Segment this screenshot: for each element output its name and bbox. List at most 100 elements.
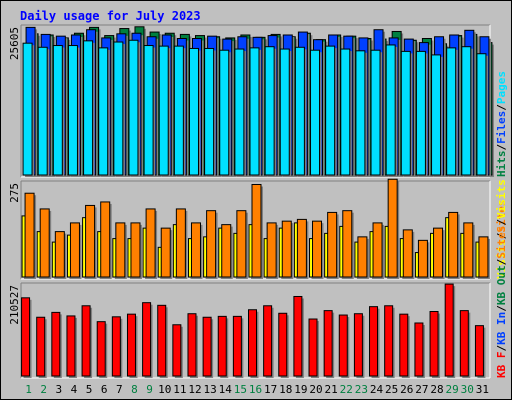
- x-tick-label: 9: [146, 383, 153, 396]
- bar-kb-f-day-6: [96, 321, 106, 377]
- bar-sites-day-14: [221, 224, 232, 278]
- bar-sites-day-15: [236, 210, 247, 278]
- x-tick-label: 13: [203, 383, 216, 396]
- bar-pages-day-10: [158, 45, 169, 176]
- x-tick-label: 21: [325, 383, 338, 396]
- bar-kb-f-day-7: [111, 316, 121, 377]
- legend-entry: Sites: [495, 226, 508, 259]
- bar-pages-day-1: [22, 42, 33, 176]
- panel-legend: Visits/Sites: [495, 200, 508, 280]
- bar-kb-f-day-3: [51, 311, 61, 377]
- bar-sites-day-8: [130, 222, 141, 278]
- x-tick-label: 30: [461, 383, 474, 396]
- panel-legend: Hits/Files/Pages: [495, 71, 508, 177]
- bar-pages-day-16: [249, 47, 260, 176]
- bar-pages-day-21: [325, 45, 336, 176]
- bar-pages-day-7: [113, 41, 124, 176]
- x-tick-label: 20: [309, 383, 322, 396]
- bar-kb-f-day-10: [157, 304, 167, 377]
- legend-entry: Hits: [495, 151, 508, 178]
- bar-sites-day-1: [24, 192, 35, 278]
- bar-sites-day-20: [312, 220, 323, 278]
- bar-pages-day-20: [310, 49, 321, 176]
- bar-pages-day-18: [279, 48, 290, 176]
- x-tick-label: 3: [56, 383, 63, 396]
- bar-pages-day-19: [294, 46, 305, 176]
- bar-pages-day-31: [476, 53, 487, 176]
- bar-sites-day-5: [85, 204, 96, 278]
- x-tick-label: 10: [158, 383, 171, 396]
- bar-kb-f-day-9: [142, 302, 152, 377]
- bar-kb-f-day-19: [293, 295, 303, 377]
- bar-pages-day-15: [234, 48, 245, 176]
- bar-sites-day-12: [190, 222, 201, 278]
- panel-legend: KB F/KB In/KB Out/Sites/Visits: [495, 179, 508, 378]
- x-tick-label: 1: [25, 383, 32, 396]
- bar-kb-f-day-18: [278, 312, 288, 377]
- x-tick-label: 15: [234, 383, 247, 396]
- bar-kb-f-day-24: [369, 306, 379, 377]
- legend-entry: KB F: [495, 352, 508, 379]
- bar-pages-day-13: [204, 47, 215, 176]
- bar-sites-day-9: [145, 208, 156, 278]
- bar-pages-day-22: [340, 48, 351, 176]
- bar-sites-day-17: [266, 222, 277, 278]
- bar-kb-f-day-26: [399, 313, 409, 377]
- x-tick-label: 14: [219, 383, 233, 396]
- bar-kb-f-day-14: [217, 315, 227, 377]
- bar-kb-f-day-15: [232, 315, 242, 377]
- x-tick-label: 5: [86, 383, 93, 396]
- bar-sites-day-16: [251, 183, 262, 278]
- bar-sites-day-30: [463, 222, 474, 278]
- bar-kb-f-day-29: [444, 283, 454, 377]
- legend-entry: Visits: [495, 179, 508, 219]
- legend-entry: Visits: [495, 239, 508, 279]
- bar-kb-f-day-2: [36, 316, 46, 377]
- x-tick-label: 17: [264, 383, 277, 396]
- x-tick-label: 8: [131, 383, 138, 396]
- bar-kb-f-day-1: [21, 297, 31, 377]
- bar-kb-f-day-11: [172, 324, 182, 377]
- bar-pages-day-12: [188, 47, 199, 176]
- bar-pages-day-8: [128, 39, 139, 176]
- bar-kb-f-day-17: [263, 305, 273, 377]
- bar-sites-day-27: [417, 239, 428, 278]
- bar-kb-f-day-12: [187, 313, 197, 377]
- legend-entry: KB Out: [495, 265, 508, 305]
- x-tick-label: 4: [71, 383, 78, 396]
- bar-pages-day-5: [83, 40, 94, 176]
- x-tick-label: 18: [279, 383, 292, 396]
- bar-sites-day-26: [402, 229, 413, 278]
- bar-kb-f-day-22: [338, 314, 348, 377]
- x-tick-label: 31: [476, 383, 489, 396]
- bar-sites-day-6: [100, 201, 111, 278]
- bar-sites-day-10: [160, 227, 171, 278]
- bar-sites-day-4: [69, 222, 80, 278]
- x-tick-label: 6: [101, 383, 108, 396]
- bar-pages-day-28: [431, 54, 442, 176]
- bar-sites-day-22: [342, 210, 353, 278]
- bar-pages-day-11: [173, 45, 184, 176]
- bar-pages-day-3: [52, 45, 63, 176]
- legend-entry: /: [495, 104, 508, 111]
- legend-entry: Sites: [495, 200, 508, 233]
- x-tick-label: 25: [385, 383, 398, 396]
- bar-sites-day-3: [54, 231, 65, 278]
- bar-pages-day-4: [67, 45, 78, 176]
- x-tick-label: 16: [249, 383, 262, 396]
- series-pages: [22, 39, 488, 178]
- bar-kb-f-day-13: [202, 316, 212, 377]
- x-tick-label: 19: [294, 383, 307, 396]
- bar-sites-day-13: [206, 210, 217, 278]
- bar-kb-f-day-5: [81, 305, 91, 377]
- bar-kb-f-day-16: [248, 309, 257, 377]
- bar-kb-f-day-28: [429, 311, 439, 377]
- bar-kb-f-day-8: [126, 313, 136, 377]
- bar-pages-day-6: [98, 47, 109, 176]
- bar-kb-f-day-21: [323, 310, 333, 377]
- x-tick-label: 22: [340, 383, 353, 396]
- legend-entry: /: [495, 345, 508, 352]
- bar-kb-f-day-30: [459, 310, 469, 377]
- bar-sites-day-11: [175, 208, 186, 278]
